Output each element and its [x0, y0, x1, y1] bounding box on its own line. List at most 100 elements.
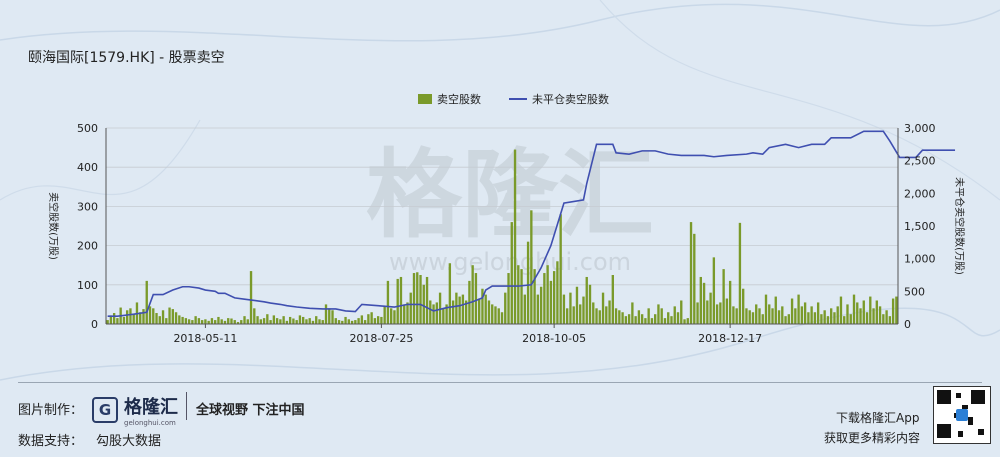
bar-95 [416, 272, 419, 324]
bar-110 [464, 300, 468, 324]
bar-39 [233, 320, 236, 324]
bar-190 [725, 298, 729, 324]
bar-130 [530, 210, 533, 324]
brand-name: 格隆汇 [124, 397, 178, 418]
right-tick-label-0: 0 [904, 318, 911, 331]
bar-31 [207, 320, 210, 324]
made-by-label: 图片制作： [18, 403, 84, 418]
bar-108 [458, 296, 461, 324]
bar-146 [582, 296, 585, 324]
bar-73 [344, 316, 347, 324]
bar-79 [363, 320, 367, 324]
bar-80 [367, 314, 370, 324]
right-tick-label-3: 1,500 [904, 220, 936, 233]
bar-201 [761, 314, 764, 324]
open-short-line [107, 130, 956, 317]
bar-69 [331, 310, 334, 324]
bar-35 [220, 319, 223, 324]
bar-242 [895, 296, 898, 324]
bar-14 [152, 308, 155, 324]
bar-24 [184, 318, 188, 324]
bar-32 [210, 318, 214, 324]
bar-158 [621, 312, 624, 324]
x-tick-label-0: 2018-05-11 [173, 332, 237, 345]
legend-swatch-bars [418, 94, 432, 104]
bar-120 [497, 308, 500, 324]
bar-37 [227, 318, 230, 324]
bar-86 [386, 280, 390, 324]
qr-code-icon[interactable] [933, 386, 991, 444]
slogan: 全球视野 下注中国 [196, 403, 305, 418]
bar-20 [171, 309, 174, 324]
bar-162 [634, 316, 637, 324]
bar-93 [409, 292, 412, 324]
bar-75 [350, 320, 354, 324]
bar-241 [891, 298, 895, 324]
bar-58 [295, 320, 298, 324]
bar-121 [500, 312, 504, 324]
bar-167 [650, 318, 654, 324]
bar-107 [455, 292, 458, 324]
bar-216 [810, 306, 813, 324]
bar-161 [631, 302, 634, 324]
bar-96 [419, 275, 422, 324]
legend-label-line: 未平仓卖空股数 [532, 93, 609, 106]
bar-45 [253, 308, 256, 324]
bar-149 [592, 302, 595, 324]
bar-139 [559, 214, 562, 324]
bar-49 [266, 314, 269, 324]
bar-236 [875, 300, 878, 324]
page-title: 颐海国际[1579.HK] - 股票卖空 [28, 50, 225, 66]
bar-90 [399, 276, 403, 324]
bar-76 [354, 320, 357, 324]
bar-48 [262, 318, 266, 324]
bar-189 [722, 269, 725, 324]
bar-166 [647, 308, 650, 324]
brand-logo: G 格隆汇 gelonghui.com [92, 393, 178, 427]
bar-194 [738, 222, 742, 324]
bar-65 [318, 319, 321, 324]
bar-38 [230, 318, 233, 324]
bar-12 [145, 280, 148, 324]
right-tick-label-4: 2,000 [904, 187, 936, 200]
bar-52 [275, 318, 279, 324]
bar-68 [328, 308, 331, 324]
legend-item-bars: 卖空股数 [418, 91, 481, 107]
bar-83 [376, 316, 380, 324]
bar-55 [285, 320, 289, 324]
bar-210 [790, 298, 794, 324]
bar-174 [673, 306, 676, 324]
bar-185 [709, 292, 712, 324]
bar-222 [830, 308, 833, 324]
bar-3 [116, 318, 119, 324]
bar-165 [644, 318, 647, 324]
bar-2 [112, 313, 116, 324]
bar-239 [885, 310, 888, 324]
right-tick-label-1: 500 [904, 285, 925, 298]
bar-200 [758, 308, 761, 324]
bar-145 [579, 304, 582, 324]
bar-98 [425, 276, 429, 324]
brand-sub: gelonghui.com [124, 419, 176, 427]
left-tick-label-1: 100 [77, 279, 98, 292]
bar-62 [308, 318, 311, 324]
bar-66 [321, 320, 324, 324]
bar-10 [139, 312, 142, 324]
legend-label-bars: 卖空股数 [437, 93, 481, 106]
bar-193 [735, 308, 738, 324]
bar-100 [432, 304, 435, 324]
bar-78 [360, 315, 364, 324]
y-axis-label-right: 未平仓卖空股数(万股) [953, 177, 966, 275]
bar-183 [702, 282, 706, 324]
bar-70 [334, 318, 337, 324]
bar-27 [194, 316, 197, 324]
bar-196 [745, 308, 748, 324]
bar-177 [683, 319, 686, 324]
bar-28 [197, 318, 201, 324]
bar-212 [797, 294, 800, 324]
bar-209 [787, 314, 790, 324]
bar-198 [751, 312, 755, 324]
right-tick-label-2: 1,000 [904, 253, 936, 266]
bar-103 [442, 308, 445, 324]
